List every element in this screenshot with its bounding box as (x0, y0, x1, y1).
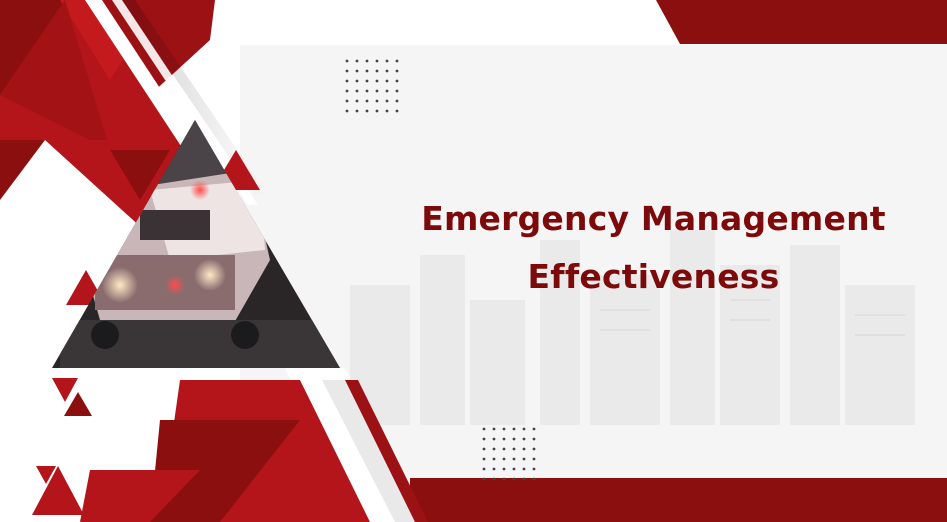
top-right-bar (656, 0, 947, 44)
dot-grid-top (345, 59, 399, 113)
skyline-silhouette (350, 230, 915, 425)
slide-title: Emergency Management Effectiveness (360, 190, 947, 306)
slide-title-text: Emergency Management Effectiveness (360, 190, 947, 306)
accent-triangle-small-4 (32, 466, 84, 515)
accent-triangle-small-1 (52, 378, 78, 402)
bottom-bar (410, 478, 947, 522)
accent-triangle-small-3 (36, 466, 56, 484)
accent-triangle-small-2 (64, 392, 92, 416)
dot-grid-bottom (482, 427, 536, 481)
skyline-windows (600, 299, 905, 336)
slide-title-line-2: Effectiveness (527, 257, 780, 296)
slide-title-line-1: Emergency Management (421, 199, 886, 238)
lower-red-shapes (80, 368, 428, 522)
